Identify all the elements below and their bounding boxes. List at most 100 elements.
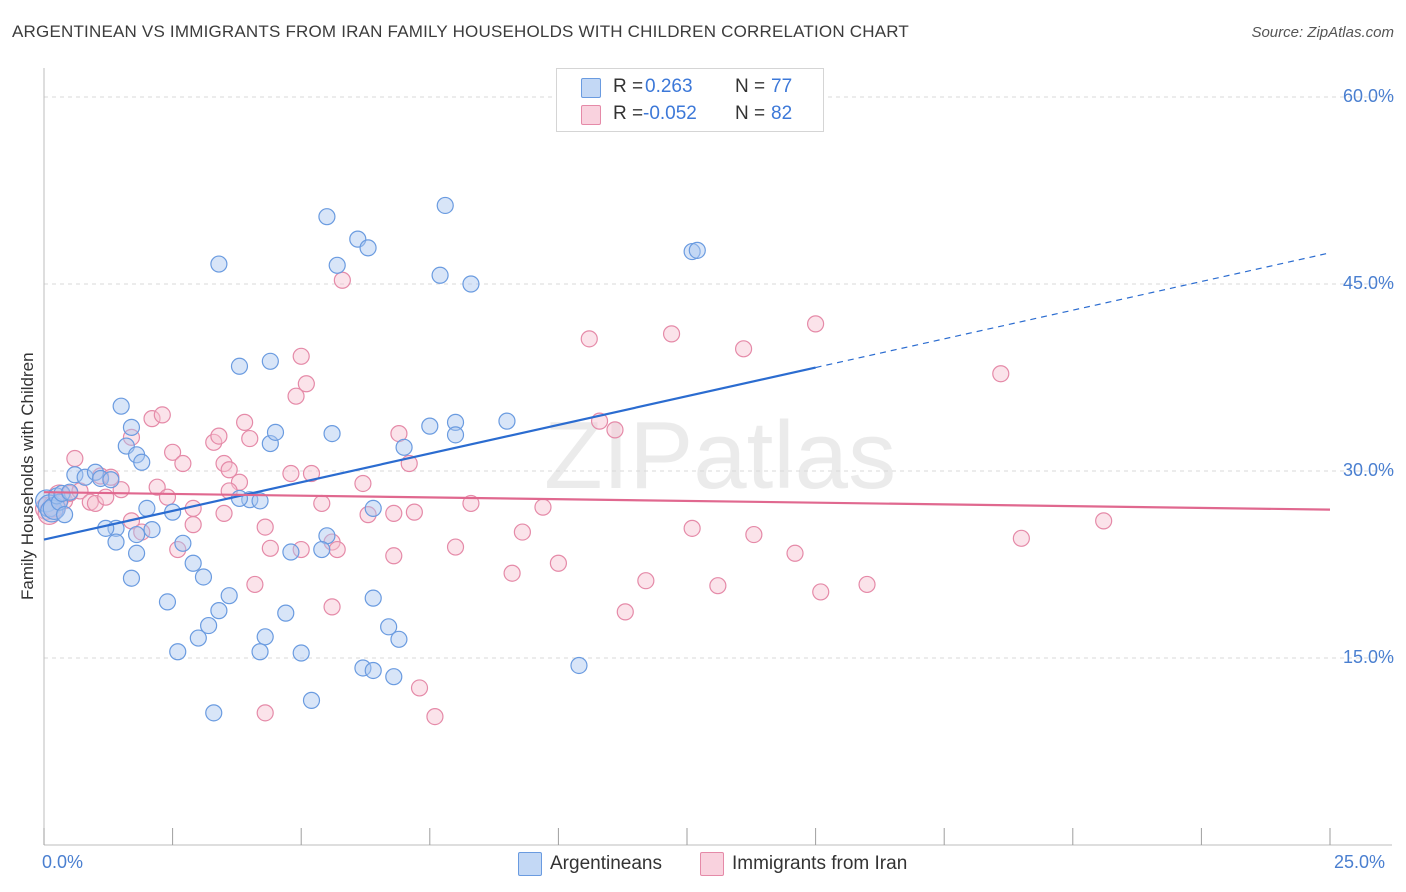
argentineans-point <box>318 208 336 226</box>
iran-point <box>786 544 804 562</box>
iran-point <box>246 575 264 594</box>
iran-point <box>297 375 315 393</box>
iran-point <box>86 494 105 513</box>
gridlines <box>44 96 1392 659</box>
iran-point <box>410 679 429 697</box>
argentineans-trend-line <box>43 366 816 541</box>
iran-point <box>66 449 84 468</box>
iran-point <box>148 478 166 496</box>
argentineans-point <box>261 352 279 370</box>
y-tick-label: 15.0% <box>1342 647 1394 667</box>
argentineans-point <box>313 540 331 559</box>
argentineans-point <box>354 659 372 677</box>
argentineans-point <box>138 499 156 517</box>
argentineans-point <box>446 413 465 431</box>
iran-point <box>709 577 727 595</box>
iran-point <box>261 539 279 557</box>
iran-point <box>806 315 825 333</box>
chart-title: ARGENTINEAN VS IMMIGRANTS FROM IRAN FAMI… <box>12 22 909 41</box>
argentineans-point <box>498 412 516 430</box>
iran-point <box>745 525 763 544</box>
argentineans-point <box>421 417 439 435</box>
iran-point <box>241 429 259 448</box>
y-tick-label: 45.0% <box>1342 273 1394 293</box>
iran-point <box>143 410 161 428</box>
argentineans-point <box>277 604 295 622</box>
argentineans-point <box>184 554 202 572</box>
iran-point <box>637 572 655 590</box>
legend-swatch-blue <box>581 78 601 98</box>
argentineans-point <box>251 643 269 661</box>
argentineans-point <box>323 425 341 443</box>
iran-point <box>210 427 228 445</box>
argentineans-point <box>210 255 228 273</box>
iran-point <box>1012 529 1030 547</box>
x-tick-max: 25.0% <box>1334 852 1386 872</box>
iran-point <box>580 330 598 348</box>
argentineans-point <box>364 589 382 607</box>
source-label: Source: ZipAtlas.com <box>1251 24 1394 41</box>
argentineans-point <box>122 418 141 436</box>
iran-point <box>616 603 634 621</box>
x-tick-min: 0.0% <box>42 852 84 872</box>
argentineans-point <box>256 628 274 646</box>
argentineans-point <box>266 423 285 441</box>
legend-n-label: N = <box>735 76 766 97</box>
axes <box>43 68 1392 846</box>
argentineans-point <box>395 438 413 456</box>
argentineans-point <box>359 239 377 257</box>
iran-point <box>292 540 310 559</box>
bottom-legend-swatch-pink <box>700 852 724 876</box>
y-tick-label: 30.0% <box>1342 460 1394 480</box>
iran-point <box>323 598 341 616</box>
series-iran-points <box>34 271 1113 726</box>
legend-r-label: R = <box>613 103 644 124</box>
iran-point <box>153 406 171 424</box>
argentineans-point <box>189 629 207 647</box>
argentineans-point <box>251 492 269 510</box>
argentineans-point <box>328 256 346 274</box>
iran-point <box>97 488 115 506</box>
argentineans-point <box>282 543 300 561</box>
argentineans-point <box>230 489 249 508</box>
iran-point <box>354 474 372 493</box>
argentineans-point <box>122 569 141 587</box>
y-tick-label: 60.0% <box>1342 86 1394 106</box>
iran-point <box>215 504 233 522</box>
argentineans-trend-extension <box>815 252 1331 369</box>
argentineans-point <box>102 471 120 489</box>
trend-lines <box>43 252 1331 541</box>
iran-point <box>503 564 521 582</box>
iran-point <box>287 387 305 405</box>
bottom-legend-swatch-blue <box>518 852 542 876</box>
correlation-legend: R = 0.263 N = 77 R = -0.052 N = 82 <box>556 68 824 132</box>
iran-point <box>812 583 830 601</box>
argentineans-point <box>112 397 130 415</box>
argentineans-point <box>446 426 465 444</box>
iran-point <box>385 547 403 565</box>
argentineans-point <box>133 453 151 471</box>
argentineans-point <box>380 618 398 636</box>
iran-point <box>549 554 568 572</box>
argentineans-point <box>107 533 125 551</box>
legend-swatch-pink <box>581 105 601 125</box>
iran-point <box>858 575 876 594</box>
legend-n-value: 77 <box>771 76 793 97</box>
iran-point <box>184 516 202 534</box>
argentineans-point <box>127 544 146 562</box>
bottom-legend-label: Immigrants from Iran <box>732 853 908 874</box>
argentineans-point <box>210 602 228 620</box>
iran-point <box>1095 512 1113 530</box>
argentineans-point <box>390 630 408 648</box>
argentineans-point <box>200 616 218 635</box>
argentineans-point <box>169 643 187 661</box>
argentineans-point <box>55 506 74 524</box>
argentineans-point <box>436 196 454 215</box>
argentineans-point <box>158 593 177 611</box>
iran-point <box>446 538 465 556</box>
iran-point <box>426 707 444 726</box>
legend-r-label: R = <box>613 76 644 97</box>
argentineans-point <box>292 644 310 662</box>
iran-point <box>333 271 351 289</box>
